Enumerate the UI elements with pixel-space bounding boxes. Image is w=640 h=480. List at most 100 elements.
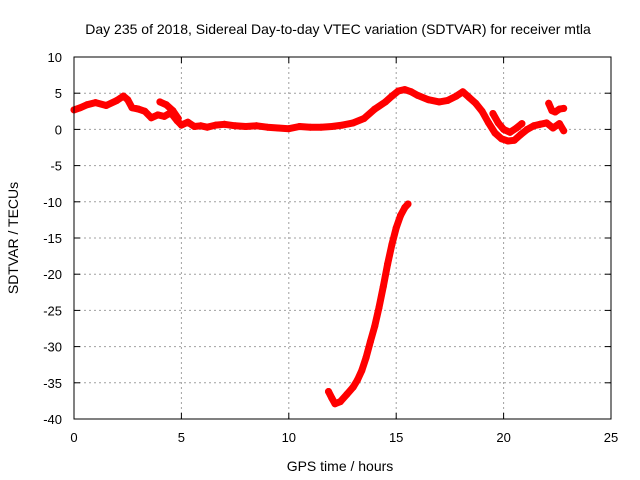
- x-axis-label: GPS time / hours: [287, 458, 394, 474]
- data-point: [504, 137, 512, 145]
- data-point: [76, 104, 84, 112]
- data-point: [452, 92, 460, 100]
- data-point: [296, 123, 303, 130]
- data-point: [500, 125, 508, 133]
- data-point: [242, 123, 250, 130]
- y-tick-label: -25: [43, 303, 62, 318]
- chart-title: Day 235 of 2018, Sidereal Day-to-day VTE…: [85, 21, 591, 37]
- data-point: [190, 123, 198, 130]
- y-tick-label: -30: [43, 340, 62, 355]
- data-point: [285, 125, 293, 133]
- data-point: [124, 96, 132, 104]
- data-point: [362, 354, 370, 361]
- data-point: [128, 104, 136, 112]
- data-point: [543, 119, 551, 127]
- series-main-track: [70, 86, 568, 145]
- data-point: [328, 123, 336, 130]
- data-point: [513, 124, 520, 132]
- data-point: [263, 123, 271, 131]
- data-point: [177, 121, 185, 129]
- data-point: [491, 129, 499, 137]
- y-axis-label: SDTVAR / TECUs: [5, 182, 21, 294]
- data-point: [306, 123, 314, 131]
- y-tick-label: -5: [50, 159, 62, 174]
- data-point: [169, 107, 177, 115]
- y-tick-label: 10: [48, 50, 62, 65]
- data-point: [349, 119, 357, 127]
- data-point: [328, 394, 336, 402]
- x-tick-label: 0: [70, 430, 77, 445]
- x-tick-label: 20: [496, 430, 510, 445]
- data-point: [506, 128, 514, 136]
- y-tick-label: -40: [43, 412, 62, 427]
- data-point: [388, 241, 396, 248]
- data-point: [102, 102, 110, 109]
- data-point: [485, 119, 493, 127]
- data-point: [478, 107, 486, 115]
- data-point: [388, 92, 396, 100]
- data-point: [555, 120, 563, 128]
- y-tick-label: -10: [43, 195, 62, 210]
- data-point: [494, 119, 502, 127]
- y-tick-label: -20: [43, 267, 62, 282]
- y-tick-label: -15: [43, 231, 62, 246]
- data-point: [404, 200, 412, 208]
- data-point: [560, 104, 568, 112]
- data-point: [536, 120, 544, 128]
- data-point: [414, 91, 422, 99]
- data-point: [358, 367, 366, 374]
- x-tick-label: 25: [604, 430, 618, 445]
- data-point: [354, 376, 361, 384]
- data-point: [197, 122, 205, 130]
- data-point: [220, 120, 228, 128]
- data-point: [343, 390, 351, 398]
- data-point: [530, 122, 538, 130]
- data-point: [371, 322, 379, 330]
- data-point: [113, 96, 121, 104]
- y-tick-label: 0: [55, 122, 62, 137]
- data-point: [92, 99, 99, 107]
- data-point: [184, 118, 192, 126]
- data-point: [510, 136, 518, 144]
- data-point: [203, 123, 211, 131]
- data-point: [134, 105, 142, 113]
- data-point: [83, 101, 91, 109]
- data-point: [549, 124, 557, 132]
- data-point: [459, 88, 467, 96]
- data-point: [162, 101, 170, 109]
- data-point: [375, 304, 383, 311]
- data-point: [156, 98, 164, 106]
- data-point: [212, 121, 220, 129]
- axis-ticks: 0 5 10 15 20 25 10 5 0 -5 -10 -15 -20 -25 -30 -35 -40: [43, 50, 618, 445]
- data-point: [317, 123, 325, 131]
- data-point: [518, 120, 526, 128]
- data-point: [339, 121, 346, 129]
- x-tick-label: 5: [178, 430, 185, 445]
- data-point: [392, 224, 400, 232]
- data-point: [349, 383, 357, 391]
- data-point: [394, 87, 402, 95]
- data-point: [331, 400, 339, 408]
- data-point: [231, 122, 239, 130]
- data-point: [407, 88, 415, 96]
- y-tick-label: 5: [55, 86, 62, 101]
- data-point: [174, 115, 182, 122]
- x-tick-label: 15: [389, 430, 403, 445]
- data-point: [424, 96, 432, 104]
- data-point: [517, 131, 525, 138]
- data-point: [384, 260, 392, 268]
- data-point: [523, 125, 531, 133]
- data-point: [253, 122, 261, 130]
- data-point: [397, 212, 404, 220]
- data-point: [147, 114, 155, 122]
- data-point: [160, 112, 168, 120]
- data-series: [70, 86, 568, 408]
- data-point: [560, 127, 568, 135]
- series-excursion-7: [156, 98, 182, 122]
- data-point: [154, 111, 162, 119]
- y-tick-label: -35: [43, 376, 62, 391]
- data-point: [274, 124, 282, 132]
- data-point: [444, 96, 452, 104]
